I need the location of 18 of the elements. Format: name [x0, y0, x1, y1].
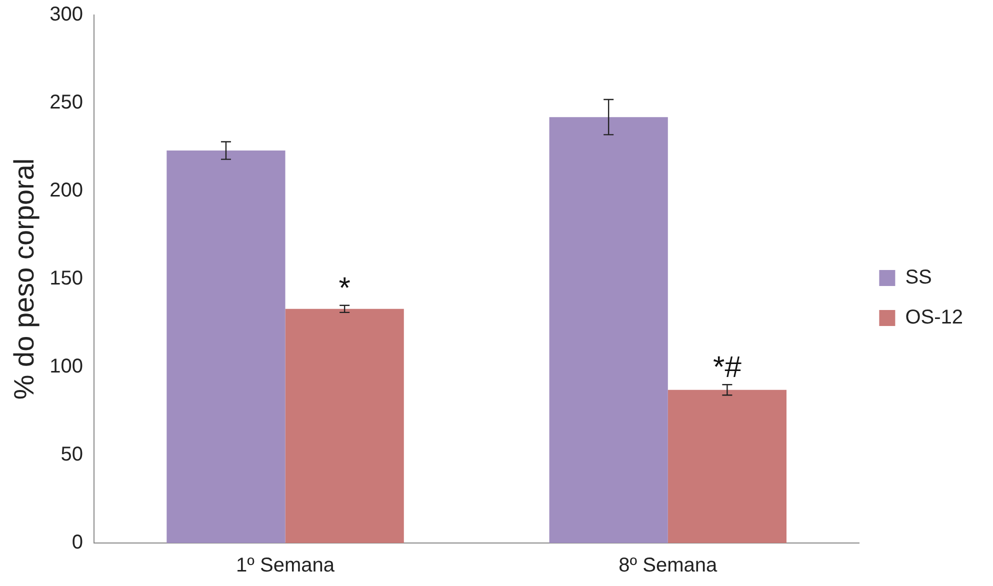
bar: [668, 390, 786, 543]
y-tick-label: 250: [50, 92, 83, 114]
y-tick-label: 200: [50, 180, 83, 202]
y-tick-label: 50: [60, 444, 83, 466]
y-tick-label: 150: [50, 268, 83, 290]
bar: [285, 308, 404, 543]
y-axis-title: % do peso corporal: [8, 158, 40, 400]
legend-label: SS: [905, 266, 932, 289]
y-tick-label: 100: [50, 356, 83, 378]
x-tick-label: 1º Semana: [236, 554, 336, 577]
annotation: *: [338, 272, 351, 305]
x-tick-label: 8º Semana: [618, 554, 718, 577]
bar: [549, 117, 668, 543]
bar: [166, 150, 286, 543]
legend-label: OS-12: [905, 306, 964, 329]
annotation: *#: [713, 351, 742, 384]
y-tick-label: 0: [72, 532, 83, 554]
y-tick-label: 300: [50, 4, 83, 26]
